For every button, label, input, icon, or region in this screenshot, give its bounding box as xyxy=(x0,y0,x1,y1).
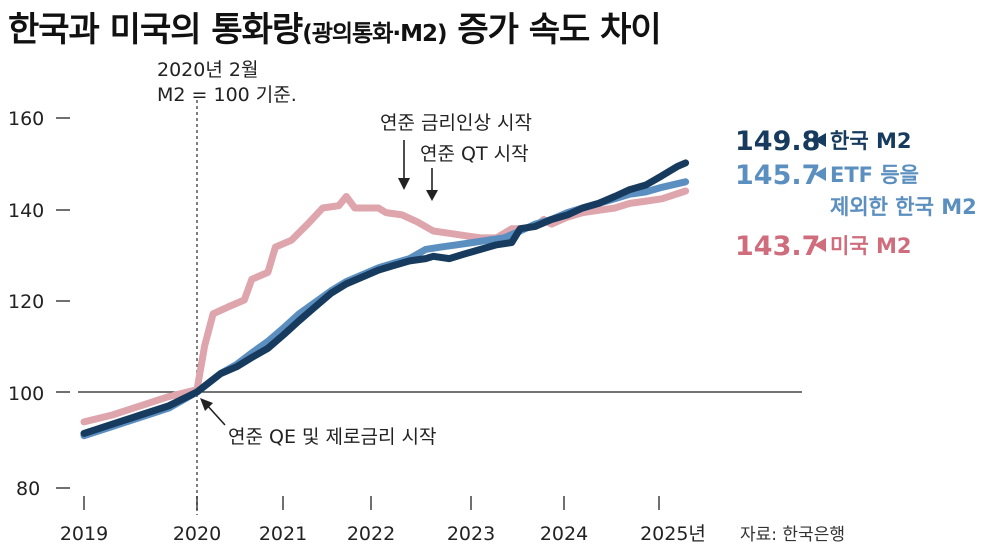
fed-qt-note: 연준 QT 시작 xyxy=(420,143,529,165)
y-tick-label: 140 xyxy=(8,200,44,222)
title-main: 한국과 미국의 통화량 xyxy=(8,10,303,50)
end-name-korea-m2: 한국 M2 xyxy=(830,129,911,153)
end-name-korea-m2-ex-etf-line2: 제외한 한국 M2 xyxy=(830,195,977,219)
fed-qe-arrow xyxy=(205,403,226,426)
fed-hike-note: 연준 금리인상 시작 xyxy=(380,112,532,134)
y-tick-label: 120 xyxy=(8,291,44,313)
x-axis: 2019 2020 2021 2022 2023 2024 2025년 xyxy=(60,496,706,545)
fed-qt-arrowhead xyxy=(426,190,438,201)
x-tick-label: 2020 xyxy=(173,523,221,545)
fed-qe-note: 연준 QE 및 제로금리 시작 xyxy=(228,426,436,448)
end-name-us-m2: 미국 M2 xyxy=(830,234,911,258)
end-value-korea-m2-ex-etf: 145.7 xyxy=(735,160,820,191)
x-tick-label: 2019 xyxy=(60,523,108,545)
end-marker-us-m2 xyxy=(814,238,826,252)
end-value-us-m2: 143.7 xyxy=(735,231,820,262)
x-tick-label: 2024 xyxy=(540,523,588,545)
y-tick-label: 80 xyxy=(16,478,40,500)
base-line-note-2: M2 = 100 기준. xyxy=(157,84,297,106)
fed-qe-arrowhead xyxy=(200,398,213,411)
base-line-note-1: 2020년 2월 xyxy=(157,59,258,81)
end-value-korea-m2: 149.8 xyxy=(735,126,820,157)
x-tick-label: 2023 xyxy=(447,523,495,545)
title-sub: (광의통화·M2) xyxy=(302,21,447,47)
source-note: 자료: 한국은행 xyxy=(740,525,845,545)
chart-title: 한국과 미국의 통화량(광의통화·M2) 증가 속도 차이 xyxy=(8,2,662,51)
title-tail: 증가 속도 차이 xyxy=(446,10,661,50)
series-line-korea-m2 xyxy=(80,159,690,437)
y-tick-label: 160 xyxy=(8,108,44,130)
end-name-korea-m2-ex-etf-line1: ETF 등을 xyxy=(830,163,919,187)
x-tick-label: 2022 xyxy=(347,523,395,545)
y-tick-label: 100 xyxy=(8,383,44,405)
x-tick-label: 2021 xyxy=(259,523,307,545)
series-line-us-m2 xyxy=(80,187,690,426)
y-axis: 160 140 120 100 80 xyxy=(8,108,70,500)
x-tick-label: 2025년 xyxy=(640,523,706,545)
end-marker-korea-m2-ex-etf xyxy=(814,167,826,181)
end-marker-korea-m2 xyxy=(814,133,826,147)
fed-hike-arrowhead xyxy=(398,178,410,190)
